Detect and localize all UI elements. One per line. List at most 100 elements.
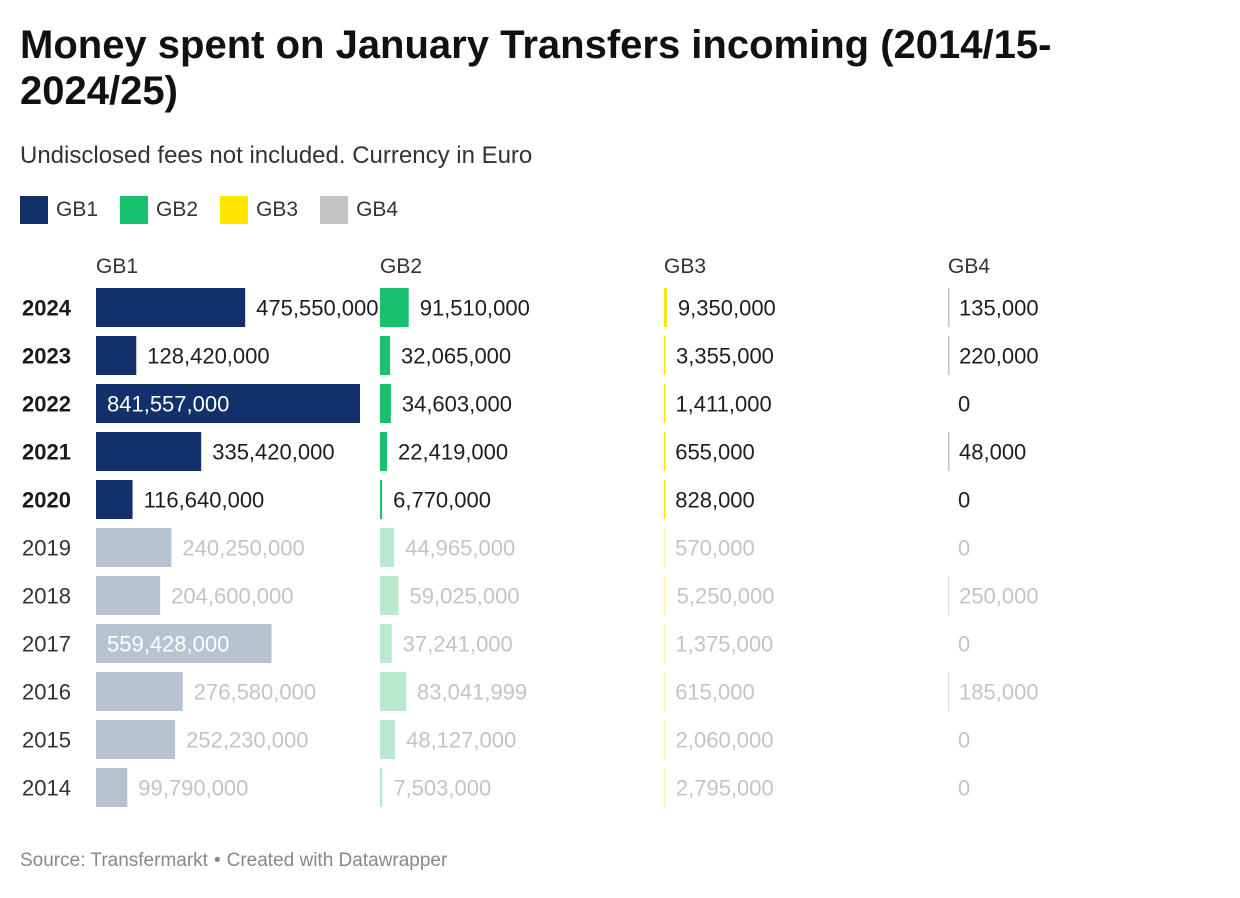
bar-gb1-2018 bbox=[96, 576, 161, 615]
bar-gb1-2022 bbox=[96, 384, 360, 423]
value-label-gb4-2018: 250,000 bbox=[959, 584, 1039, 609]
legend-item-gb1: GB1 bbox=[20, 196, 98, 224]
value-label-gb4-2022: 0 bbox=[958, 392, 970, 417]
legend-swatch bbox=[220, 196, 249, 224]
legend-label: GB3 bbox=[256, 198, 299, 221]
bar-gb3-2020 bbox=[664, 480, 666, 519]
footer-separator: • bbox=[213, 850, 221, 871]
bar-gb3-2018 bbox=[664, 576, 666, 615]
row-label-2021: 2021 bbox=[22, 440, 71, 465]
bar-gb2-2018 bbox=[380, 576, 399, 615]
bar-gb2-2014 bbox=[380, 768, 383, 807]
legend-item-gb3: GB3 bbox=[220, 196, 298, 224]
value-label-gb3-2019: 570,000 bbox=[675, 536, 755, 561]
value-label-gb1-2023: 128,420,000 bbox=[147, 344, 269, 369]
bar-gb1-2015 bbox=[96, 720, 176, 759]
bar-gb2-2020 bbox=[380, 480, 383, 519]
bar-gb1-2017 bbox=[96, 624, 272, 663]
value-label-gb3-2015: 2,060,000 bbox=[676, 728, 774, 753]
chart-title: Money spent on January Transfers incomin… bbox=[20, 23, 1052, 113]
value-label-gb4-2024: 135,000 bbox=[959, 296, 1039, 321]
value-label-gb3-2022: 1,411,000 bbox=[675, 392, 771, 417]
column-header-gb4: GB4 bbox=[948, 255, 990, 278]
bar-gb4-2021 bbox=[948, 432, 950, 471]
bar-gb3-2015 bbox=[664, 720, 666, 759]
value-label-gb1-2016: 276,580,000 bbox=[194, 680, 316, 705]
value-label-gb2-2017: 37,241,000 bbox=[403, 632, 513, 657]
value-label-gb1-2019: 240,250,000 bbox=[182, 536, 304, 561]
row-label-2024: 2024 bbox=[22, 296, 72, 321]
legend-swatch bbox=[20, 196, 48, 224]
bar-gb3-2022 bbox=[664, 384, 666, 423]
bar-gb2-2017 bbox=[380, 624, 392, 663]
value-label-gb2-2019: 44,965,000 bbox=[405, 536, 515, 561]
split-bar-chart: GB1 GB2 GB3 GB4 2024 475,550,000 91,510,000 9,3… bbox=[22, 255, 1039, 807]
value-label-gb4-2021: 48,000 bbox=[959, 440, 1026, 465]
row-label-2022: 2022 bbox=[22, 392, 71, 417]
column-header-gb1: GB1 bbox=[96, 255, 138, 278]
value-label-gb4-2023: 220,000 bbox=[959, 344, 1039, 369]
value-label-gb2-2024: 91,510,000 bbox=[420, 296, 530, 321]
value-label-gb1-2024: 475,550,000 bbox=[256, 296, 378, 321]
legend-label: GB1 bbox=[56, 198, 99, 221]
value-label-gb2-2020: 6,770,000 bbox=[393, 488, 491, 513]
legend-item-gb4: GB4 bbox=[320, 196, 398, 224]
value-label-gb3-2020: 828,000 bbox=[675, 488, 755, 513]
value-label-gb2-2016: 83,041,999 bbox=[417, 680, 527, 705]
source-note: Source: Transfermarkt bbox=[20, 850, 208, 871]
legend-label: GB2 bbox=[156, 198, 199, 221]
bar-gb1-2024 bbox=[96, 288, 246, 327]
bar-gb3-2024 bbox=[664, 288, 667, 327]
value-label-gb3-2023: 3,355,000 bbox=[676, 344, 774, 369]
row-label-2014: 2014 bbox=[22, 776, 71, 801]
value-label-gb2-2022: 34,603,000 bbox=[402, 392, 512, 417]
bar-gb2-2022 bbox=[380, 384, 391, 423]
bar-gb4-2023 bbox=[948, 336, 950, 375]
bar-gb4-2024 bbox=[948, 288, 950, 327]
legend-swatch bbox=[320, 196, 349, 224]
row-label-2016: 2016 bbox=[22, 680, 71, 705]
row-label-2023: 2023 bbox=[22, 344, 71, 369]
bar-gb4-2018 bbox=[948, 576, 950, 615]
value-label-gb4-2015: 0 bbox=[958, 728, 970, 753]
bar-gb2-2023 bbox=[380, 336, 391, 375]
chart-subtitle: Undisclosed fees not included. Currency … bbox=[20, 142, 533, 169]
column-header-gb3: GB3 bbox=[664, 255, 706, 278]
value-label-gb3-2024: 9,350,000 bbox=[678, 296, 776, 321]
value-label-gb4-2019: 0 bbox=[958, 536, 970, 561]
value-label-gb4-2020: 0 bbox=[958, 488, 970, 513]
bar-gb2-2015 bbox=[380, 720, 396, 759]
value-label-gb1-2014: 99,790,000 bbox=[138, 776, 248, 801]
bar-gb3-2019 bbox=[664, 528, 666, 567]
footer: Source: Transfermarkt • Created with Dataw… bbox=[20, 850, 447, 872]
bar-gb1-2014 bbox=[96, 768, 128, 807]
bar-gb1-2016 bbox=[96, 672, 183, 711]
created-with-credit: Created with Datawrapper bbox=[226, 850, 448, 871]
legend-item-gb2: GB2 bbox=[120, 196, 198, 224]
value-label-gb3-2018: 5,250,000 bbox=[677, 584, 775, 609]
value-label-gb2-2015: 48,127,000 bbox=[406, 728, 516, 753]
value-label-gb1-2021: 335,420,000 bbox=[212, 440, 334, 465]
bar-gb2-2016 bbox=[380, 672, 407, 711]
bar-gb1-2020 bbox=[96, 480, 133, 519]
row-label-2018: 2018 bbox=[22, 584, 71, 609]
value-label-gb2-2018: 59,025,000 bbox=[410, 584, 520, 609]
row-label-2015: 2015 bbox=[22, 728, 71, 753]
value-label-gb2-2021: 22,419,000 bbox=[398, 440, 508, 465]
value-label-gb4-2014: 0 bbox=[958, 776, 970, 801]
value-label-gb1-2020: 116,640,000 bbox=[144, 488, 265, 513]
row-label-2020: 2020 bbox=[22, 488, 71, 513]
bar-gb1-2023 bbox=[96, 336, 137, 375]
value-label-gb1-2015: 252,230,000 bbox=[186, 728, 308, 753]
bar-gb3-2023 bbox=[664, 336, 666, 375]
bar-gb3-2014 bbox=[664, 768, 666, 807]
value-label-gb4-2017: 0 bbox=[958, 632, 970, 657]
bar-gb3-2021 bbox=[664, 432, 666, 471]
value-label-gb2-2014: 7,503,000 bbox=[393, 776, 491, 801]
column-header-gb2: GB2 bbox=[380, 255, 422, 278]
bar-gb3-2016 bbox=[664, 672, 666, 711]
value-label-gb3-2021: 655,000 bbox=[675, 440, 755, 465]
value-label-gb3-2016: 615,000 bbox=[675, 680, 755, 705]
legend-label: GB4 bbox=[356, 198, 399, 221]
value-label-gb4-2016: 185,000 bbox=[959, 680, 1039, 705]
